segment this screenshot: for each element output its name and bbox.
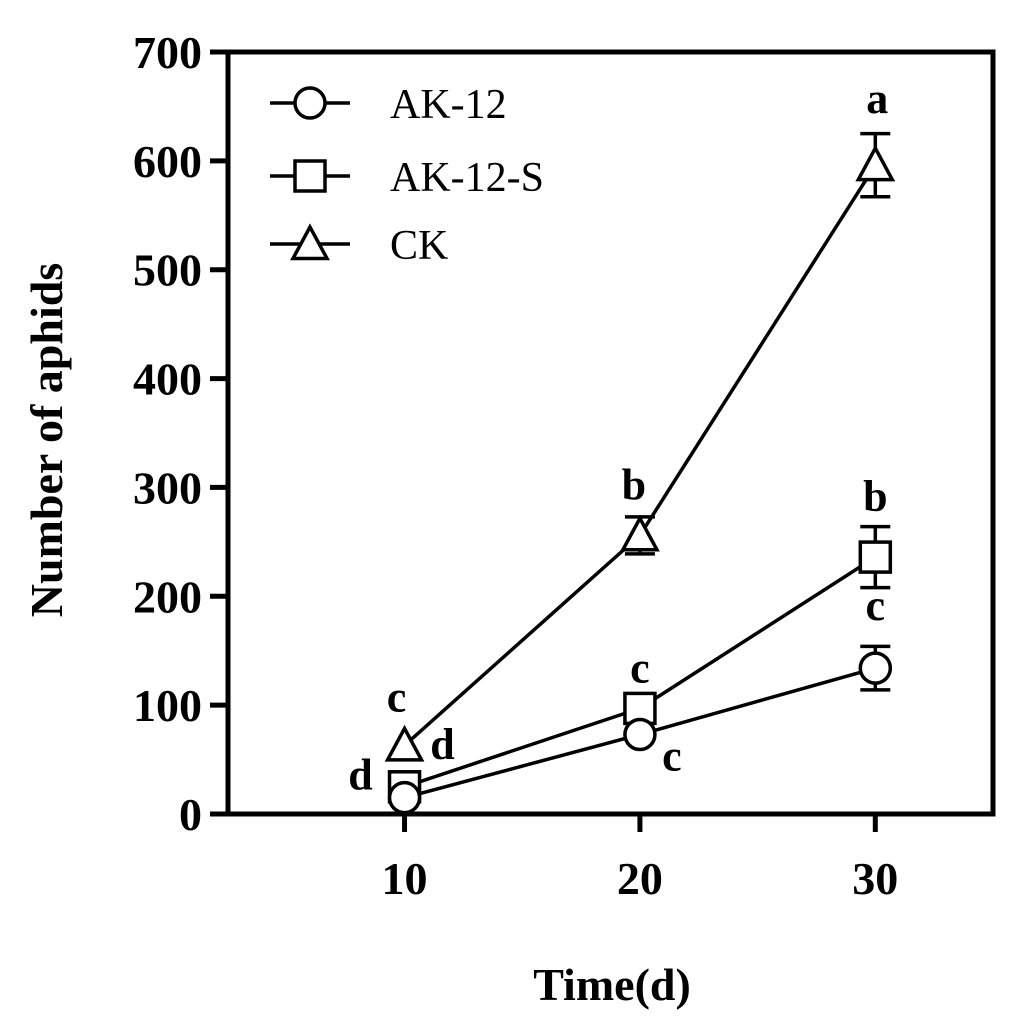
legend-label: CK [390, 223, 448, 269]
series-AK-12: d cc [348, 581, 893, 815]
legend-item: CK [270, 223, 448, 269]
y-tick-label: 0 [179, 789, 202, 840]
legend-marker [293, 86, 327, 120]
data-point [858, 540, 893, 574]
series-CK: c b a [384, 74, 896, 762]
significance-label: c [630, 643, 650, 692]
legend-marker [290, 223, 330, 261]
x-tick-label: 20 [617, 853, 663, 904]
legend-item: AK-12 [270, 82, 507, 128]
plot-frame [225, 49, 996, 817]
significance-label: d [348, 751, 372, 800]
y-axis-ticks: 0 100 200 300 400 500 600 700 [133, 27, 228, 840]
data-point [855, 144, 896, 182]
significance-label: b [863, 472, 887, 521]
significance-label: b [622, 460, 646, 509]
legend-marker [293, 159, 327, 193]
x-axis-title: Time(d) [533, 959, 691, 1010]
series-AK-12-S: dcb [387, 472, 893, 804]
axes [225, 49, 996, 817]
data-point [387, 780, 422, 815]
data-point [384, 724, 425, 762]
significance-label: c [866, 581, 886, 630]
legend: AK-12 AK-12-S CK [270, 82, 544, 269]
y-tick-label: 500 [133, 245, 202, 296]
y-tick-label: 200 [133, 571, 202, 622]
data-point [619, 514, 660, 552]
y-tick-label: 600 [133, 136, 202, 187]
x-axis-ticks: 10 20 30 [382, 814, 898, 904]
data-point [623, 717, 657, 752]
y-axis-title: Number of aphids [21, 263, 72, 617]
legend-label: AK-12-S [390, 155, 544, 201]
significance-label: a [866, 74, 888, 123]
x-tick-label: 30 [852, 853, 898, 904]
significance-label: d [430, 720, 454, 769]
x-tick-label: 10 [382, 853, 428, 904]
data-point [858, 651, 893, 685]
legend-item: AK-12-S [270, 155, 544, 201]
y-tick-label: 300 [133, 462, 202, 513]
significance-label: c [662, 732, 682, 781]
y-tick-label: 700 [133, 27, 202, 78]
significance-label: c [387, 672, 407, 721]
legend-label: AK-12 [390, 82, 507, 128]
y-tick-label: 100 [133, 680, 202, 731]
y-tick-label: 400 [133, 354, 202, 405]
